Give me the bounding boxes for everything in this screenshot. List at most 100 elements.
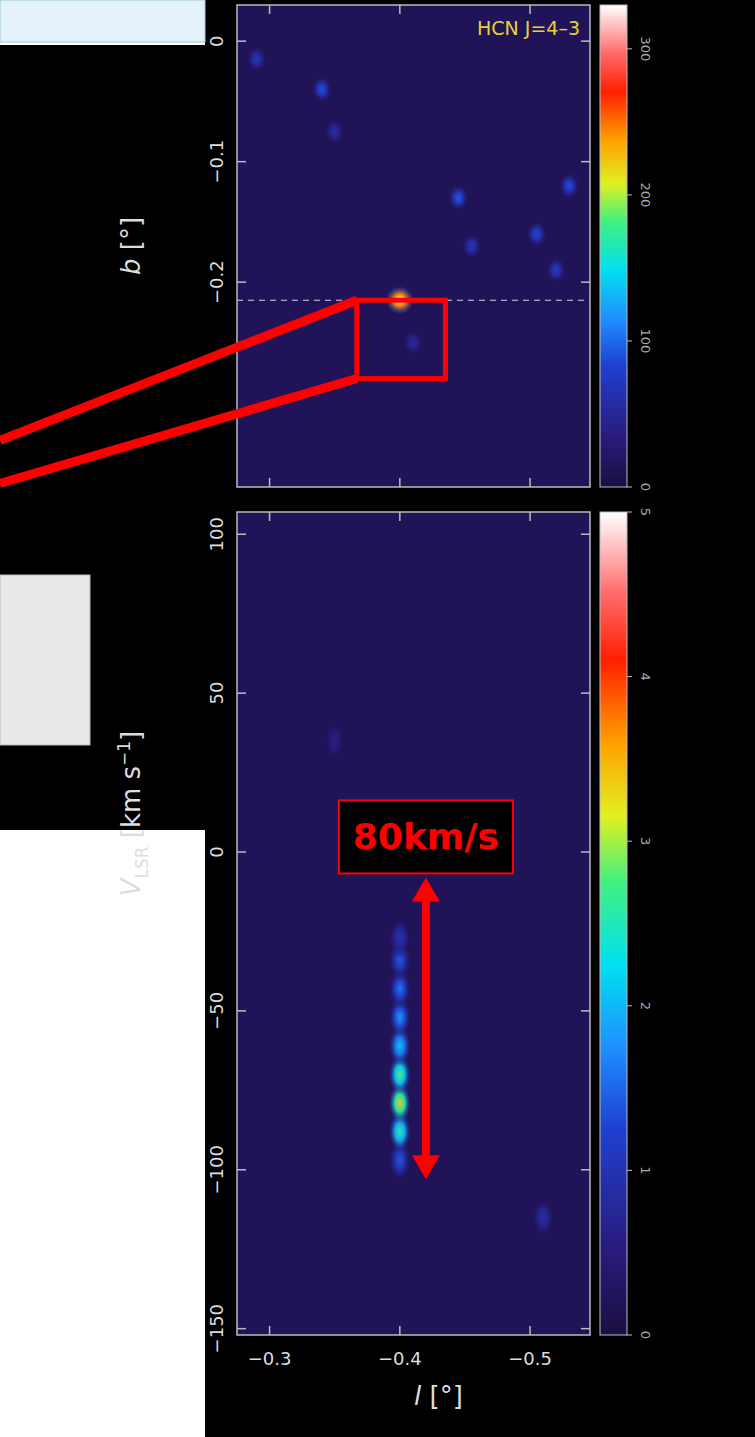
intensity-blob: [532, 1197, 554, 1237]
colorbar-tick-label: 4: [638, 672, 653, 680]
y-tick: [237, 161, 246, 163]
arrow: [412, 877, 440, 1179]
colorbar-tick-label: 5: [638, 508, 653, 516]
colorbar-tick: [627, 841, 632, 842]
x-tick: [529, 1326, 531, 1335]
colorbar-tick: [627, 1335, 632, 1336]
axis-title: VLSR [km s−1]: [114, 731, 152, 896]
y-tick: [581, 1169, 590, 1171]
intensity-blob: [312, 76, 332, 102]
y-tick: [581, 1328, 590, 1330]
x-tick: [529, 5, 531, 14]
plot-background: [237, 512, 590, 1335]
colorbar-tick: [627, 1170, 632, 1171]
colorbar-tick-label: 300: [638, 36, 653, 61]
axis-title-part: −1: [114, 741, 134, 766]
x-tick-label: −0.4: [378, 1348, 422, 1369]
plot-area: [324, 721, 554, 1238]
axis-title-part: b: [116, 259, 146, 276]
x-tick: [399, 5, 401, 14]
y-tick: [581, 281, 590, 283]
axis-title-part: [°]: [116, 217, 146, 259]
colorbar-tick: [627, 340, 632, 341]
x-tick: [269, 1326, 271, 1335]
arrow-head: [412, 1155, 440, 1179]
y-tick: [237, 281, 246, 283]
intensity-blob: [461, 233, 481, 259]
arrow-label-box: [339, 800, 513, 873]
y-tick: [237, 533, 246, 535]
colorbar-tick-label: 1: [638, 1166, 653, 1174]
y-tick-label: −0.2: [206, 260, 227, 304]
slide-fragment: [0, 575, 90, 745]
y-tick: [237, 692, 246, 694]
x-tick-label: −0.3: [248, 1348, 292, 1369]
colorbar-tick-label: 2: [638, 1002, 653, 1010]
slide-fragment: [0, 0, 205, 42]
y-tick-label: −150: [206, 1304, 227, 1353]
colorbar-tick: [627, 512, 632, 513]
colorbar-tick: [627, 194, 632, 195]
intensity-blob: [448, 185, 468, 211]
callout-line: [0, 300, 357, 440]
colorbar-tick: [627, 48, 632, 49]
axis-title-part: [km s: [116, 766, 146, 847]
axis-title-part: LSR: [132, 846, 152, 878]
y-tick: [237, 1169, 246, 1171]
axis-title-part: ]: [116, 731, 146, 741]
x-tick: [399, 512, 401, 521]
x-tick: [269, 478, 271, 487]
y-tick: [237, 1328, 246, 1330]
colorbar: [600, 512, 627, 1335]
y-tick: [581, 692, 590, 694]
y-tick: [581, 1010, 590, 1012]
intensity-blob: [546, 257, 566, 283]
arrow-head: [412, 877, 440, 901]
x-tick: [399, 478, 401, 487]
y-tick: [237, 1010, 246, 1012]
y-tick-label: 50: [206, 682, 227, 705]
x-tick: [529, 512, 531, 521]
colorbar-tick-label: 0: [638, 1331, 653, 1339]
intensity-blob: [559, 173, 579, 199]
intensity-blob: [324, 721, 346, 761]
y-tick-label: −100: [206, 1145, 227, 1194]
y-tick-label: 100: [206, 517, 227, 551]
y-tick: [581, 533, 590, 535]
highlight-box: [357, 300, 446, 378]
intensity-blob: [389, 918, 411, 958]
colorbar-tick: [627, 487, 632, 488]
plot-area: [247, 46, 580, 355]
y-tick-label: 0: [206, 35, 227, 46]
plot-frame: [237, 512, 590, 1335]
axis-title: b [°]: [116, 217, 146, 275]
colorbar-tick: [627, 1005, 632, 1006]
x-tick: [529, 478, 531, 487]
x-tick: [399, 1326, 401, 1335]
y-tick: [237, 851, 246, 853]
y-tick: [237, 40, 246, 42]
colorbar-tick-label: 200: [638, 182, 653, 207]
y-tick-label: −0.1: [206, 140, 227, 184]
plot-frame: [237, 5, 590, 487]
intensity-blob: [247, 46, 267, 72]
y-tick: [581, 851, 590, 853]
axis-title-part: [°]: [421, 1381, 463, 1411]
colorbar-frame: [600, 5, 627, 487]
x-tick: [269, 512, 271, 521]
y-tick-label: 0: [206, 846, 227, 857]
x-tick-label: −0.5: [508, 1348, 552, 1369]
colorbar-tick-label: 3: [638, 837, 653, 845]
figure: −0.2 −0.1 0 0 100 200 300 HCN J=4–3 b [°] −0.3 −0.…: [0, 0, 755, 1437]
arrow-shaft: [422, 897, 430, 1159]
intensity-blob: [403, 329, 423, 355]
x-tick: [269, 5, 271, 14]
annotation: HCN J=4–3: [477, 17, 580, 39]
intensity-blob: [325, 119, 345, 145]
y-tick-label: −50: [206, 992, 227, 1030]
y-tick: [581, 161, 590, 163]
axis-title: l [°]: [414, 1381, 463, 1411]
plot-background: [237, 5, 590, 487]
arrow-label: 80km/s: [353, 816, 499, 857]
colorbar-tick: [627, 676, 632, 677]
